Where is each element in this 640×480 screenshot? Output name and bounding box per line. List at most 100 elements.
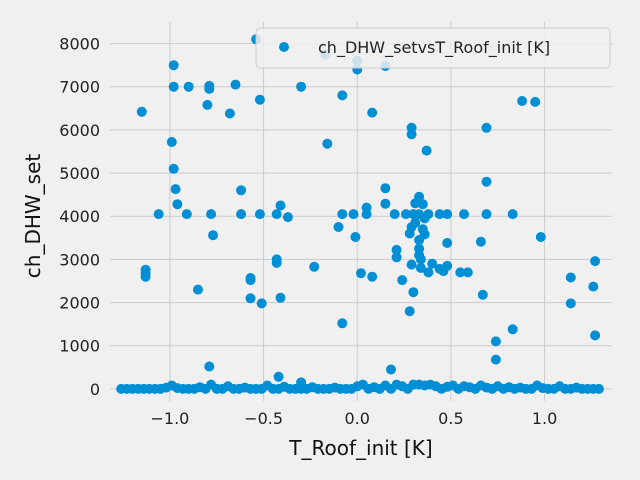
data-point [337,209,348,220]
data-point [153,209,164,220]
data-point [136,106,147,117]
data-point [459,209,469,220]
data-point [442,209,453,220]
data-point [273,371,284,382]
data-point [417,199,428,210]
data-point [172,199,183,210]
tick-labels: −1.0 −0.5 0.0 0.5 1.0 0 1000 2000 3000 4000 5000 60… [59,35,557,428]
data-point [593,383,604,394]
x-tick-label: 0.0 [345,409,370,428]
y-tick-label: 3000 [59,250,100,269]
x-tick-label: 1.0 [532,409,557,428]
data-point [204,83,215,94]
data-point [275,200,286,211]
data-point [427,258,438,269]
data-point [565,272,576,283]
data-point [455,267,466,278]
data-point [168,163,179,174]
data-point [193,284,203,295]
data-point [348,209,359,220]
data-point [254,209,265,220]
data-point [404,228,415,239]
data-point [361,209,372,220]
data-points [116,34,604,394]
data-point [462,267,473,278]
data-point [419,213,430,224]
data-point [415,254,426,265]
y-tick-label: 5000 [59,164,100,183]
data-point [408,287,419,298]
data-point [236,185,247,196]
data-point [401,209,411,220]
data-point [391,244,402,255]
data-point [481,122,492,133]
data-point [481,176,492,187]
data-point [477,289,488,300]
data-point [389,209,400,220]
data-point [202,99,213,110]
data-point [309,261,320,272]
data-point [588,281,599,292]
data-point [404,306,415,317]
x-tick-label: −1.0 [151,409,190,428]
data-point [170,184,181,195]
data-point [590,256,601,267]
data-point [475,236,486,247]
data-point [356,268,366,279]
data-point [565,298,576,309]
data-point [168,60,179,71]
data-point [507,209,518,220]
y-tick-label: 2000 [59,294,100,313]
data-point [386,364,396,375]
data-point [271,209,282,220]
data-point [481,209,492,220]
data-point [421,145,432,156]
data-point [166,137,177,147]
data-point [517,96,528,106]
y-axis-label: ch_DHW_set [21,154,45,279]
data-point [380,198,391,209]
legend: ch_DHW_setvsT_Roof_init [K] [255,27,611,69]
data-point [224,108,235,119]
data-point [423,267,434,278]
data-point [282,212,293,223]
data-point [245,293,256,304]
data-point [490,354,501,365]
data-point [367,107,378,118]
x-axis-label: T_Roof_init [K] [288,436,432,460]
data-point [275,292,286,303]
legend-box [255,27,611,69]
x-tick-label: 0.5 [438,409,463,428]
data-point [350,232,361,242]
data-point [507,324,518,335]
y-tick-label: 0 [90,380,100,399]
data-point [410,198,421,209]
data-point [333,222,344,232]
data-point [337,90,348,101]
data-point [168,81,179,92]
data-point [254,94,265,105]
legend-label: ch_DHW_setvsT_Roof_init [K] [318,38,550,58]
data-point [183,81,194,92]
data-point [256,298,267,309]
y-tick-label: 6000 [59,121,100,140]
y-tick-label: 4000 [59,207,100,226]
data-point [590,330,601,341]
data-point [230,79,241,90]
data-point [322,138,333,149]
data-point [442,238,453,248]
data-point [271,257,282,268]
data-point [397,275,408,286]
data-point [236,209,247,220]
data-point [206,209,217,220]
data-point [530,96,541,107]
data-point [245,275,256,286]
data-point [181,209,192,220]
data-point [140,271,151,282]
data-point [380,183,391,194]
data-point [406,259,417,270]
data-point [337,318,348,329]
y-tick-label: 7000 [59,78,100,97]
